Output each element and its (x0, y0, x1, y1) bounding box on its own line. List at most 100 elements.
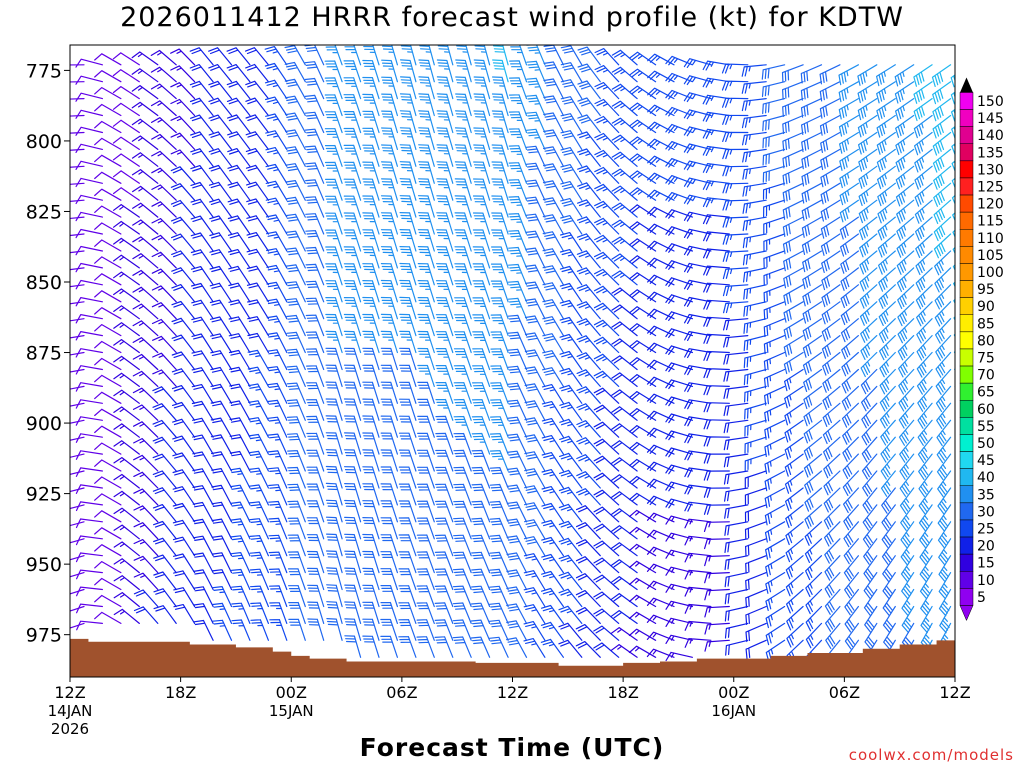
wind-barb (665, 396, 693, 407)
wind-barb (723, 301, 749, 314)
wind-barb (542, 231, 564, 252)
wind-barb (173, 604, 196, 624)
wind-barb (344, 45, 362, 66)
wind-barb (524, 383, 546, 404)
wind-barb (576, 352, 601, 371)
wind-barb (917, 419, 933, 446)
wind-barb (212, 602, 233, 624)
wind-barb (722, 97, 749, 108)
wind-barb (825, 605, 841, 632)
wind-barb (306, 432, 325, 455)
wind-barb (611, 576, 638, 591)
wind-barb (506, 620, 528, 641)
wind-barb (436, 161, 454, 184)
wind-barb (895, 165, 915, 190)
wind-barb (491, 110, 509, 134)
wind-barb (473, 59, 491, 83)
wind-barb (230, 484, 251, 506)
colorbar-label: 115 (977, 214, 1004, 230)
wind-barb (94, 273, 122, 286)
wind-barb (745, 572, 767, 591)
wind-barb (417, 263, 435, 286)
wind-barb (526, 111, 546, 134)
wind-barb (542, 299, 564, 320)
wind-barb (628, 526, 657, 540)
wind-barb (268, 467, 288, 489)
wind-barb (933, 182, 952, 207)
wind-barb (250, 619, 269, 641)
wind-barb (171, 334, 196, 354)
wind-barb (723, 318, 749, 331)
wind-barb (435, 331, 454, 354)
wind-barb (454, 297, 472, 320)
wind-barb (525, 230, 546, 252)
wind-barb (76, 586, 103, 597)
wind-barb (419, 45, 435, 66)
wind-barb (951, 194, 955, 206)
wind-barb (268, 551, 288, 574)
wind-barb (959, 623, 969, 649)
colorbar-swatch (959, 92, 974, 110)
wind-barb (876, 98, 896, 121)
wind-barb (113, 237, 140, 252)
wind-barb (523, 638, 546, 658)
wind-barb (227, 198, 251, 218)
wind-barb (151, 201, 177, 218)
wind-barb (211, 451, 233, 472)
colorbar-label: 145 (977, 111, 1004, 127)
wind-barb (611, 236, 638, 252)
y-tick-label: 925 (26, 484, 62, 506)
wind-barb (541, 384, 564, 404)
wind-barb (560, 181, 583, 201)
wind-barb (417, 195, 435, 218)
wind-barb (542, 367, 564, 387)
wind-barb (611, 355, 638, 371)
wind-barb (683, 109, 712, 120)
wind-barb (472, 195, 491, 218)
wind-barb (151, 150, 177, 167)
wind-barb (455, 76, 472, 100)
wind-barb (473, 110, 491, 134)
wind-barb (765, 622, 786, 646)
wind-barb (399, 398, 417, 421)
colorbar-swatch (959, 280, 974, 298)
wind-barb (266, 281, 288, 303)
wind-barb (665, 430, 693, 441)
wind-barb (594, 200, 620, 218)
wind-barb (380, 483, 398, 506)
wind-barb (524, 502, 546, 523)
wind-barb (860, 368, 878, 395)
wind-barb (742, 250, 767, 266)
wind-barb (246, 265, 269, 286)
wind-barb (508, 179, 528, 201)
wind-barb (454, 314, 472, 337)
wind-barb (306, 415, 325, 438)
wind-barb (170, 82, 196, 100)
wind-barb (594, 217, 620, 235)
wind-barb (647, 121, 675, 134)
wind-barb (471, 517, 491, 540)
wind-barb (436, 93, 454, 117)
wind-barb (665, 345, 693, 355)
wind-barb (593, 285, 620, 303)
wind-barb (325, 449, 343, 472)
colorbar-label: 40 (977, 470, 995, 486)
wind-barb (822, 402, 841, 427)
wind-barb (575, 573, 601, 591)
wind-barb (861, 436, 878, 463)
wind-barb (113, 271, 140, 286)
wind-barb (152, 436, 177, 455)
wind-barb (489, 467, 509, 489)
wind-barb (898, 368, 915, 395)
wind-barb (325, 465, 343, 489)
wind-barb (398, 568, 417, 591)
wind-barb (173, 587, 196, 608)
wind-barb (324, 60, 343, 83)
wind-barb (593, 319, 620, 337)
wind-barb (94, 53, 122, 66)
wind-barb (344, 550, 362, 574)
wind-barb (802, 284, 823, 307)
wind-barb (190, 181, 214, 201)
wind-barb (628, 509, 657, 523)
wind-barb (878, 318, 896, 344)
